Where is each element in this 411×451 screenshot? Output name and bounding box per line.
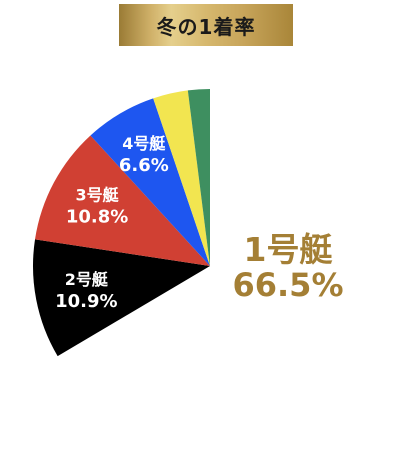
primary-slice-name: 1号艇	[243, 230, 333, 269]
pie-slice	[90, 98, 210, 266]
slice-name-label: 4号艇	[122, 134, 166, 153]
pie-slice	[57, 89, 388, 443]
slice-value-label: 10.8%	[66, 207, 128, 228]
chart-title: 冬の1着率	[156, 14, 256, 39]
pie-slice	[33, 239, 210, 357]
pie-slices	[33, 89, 388, 443]
slice-name-label: 2号艇	[65, 270, 109, 289]
slice-name-label: 3号艇	[76, 186, 120, 205]
pie-slice	[187, 89, 210, 266]
pie-slice	[153, 90, 210, 267]
primary-slice-value: 66.5%	[232, 266, 344, 305]
pie-labels: 2号艇 10.9% 3号艇 10.8% 4号艇 6.6%	[55, 134, 169, 312]
pie-slice	[35, 135, 211, 266]
slice-value-label: 6.6%	[119, 155, 169, 176]
primary-slice-label: 1号艇 66.5%	[218, 230, 358, 305]
title-badge: 冬の1着率	[119, 4, 293, 46]
slice-value-label: 10.9%	[55, 291, 117, 312]
